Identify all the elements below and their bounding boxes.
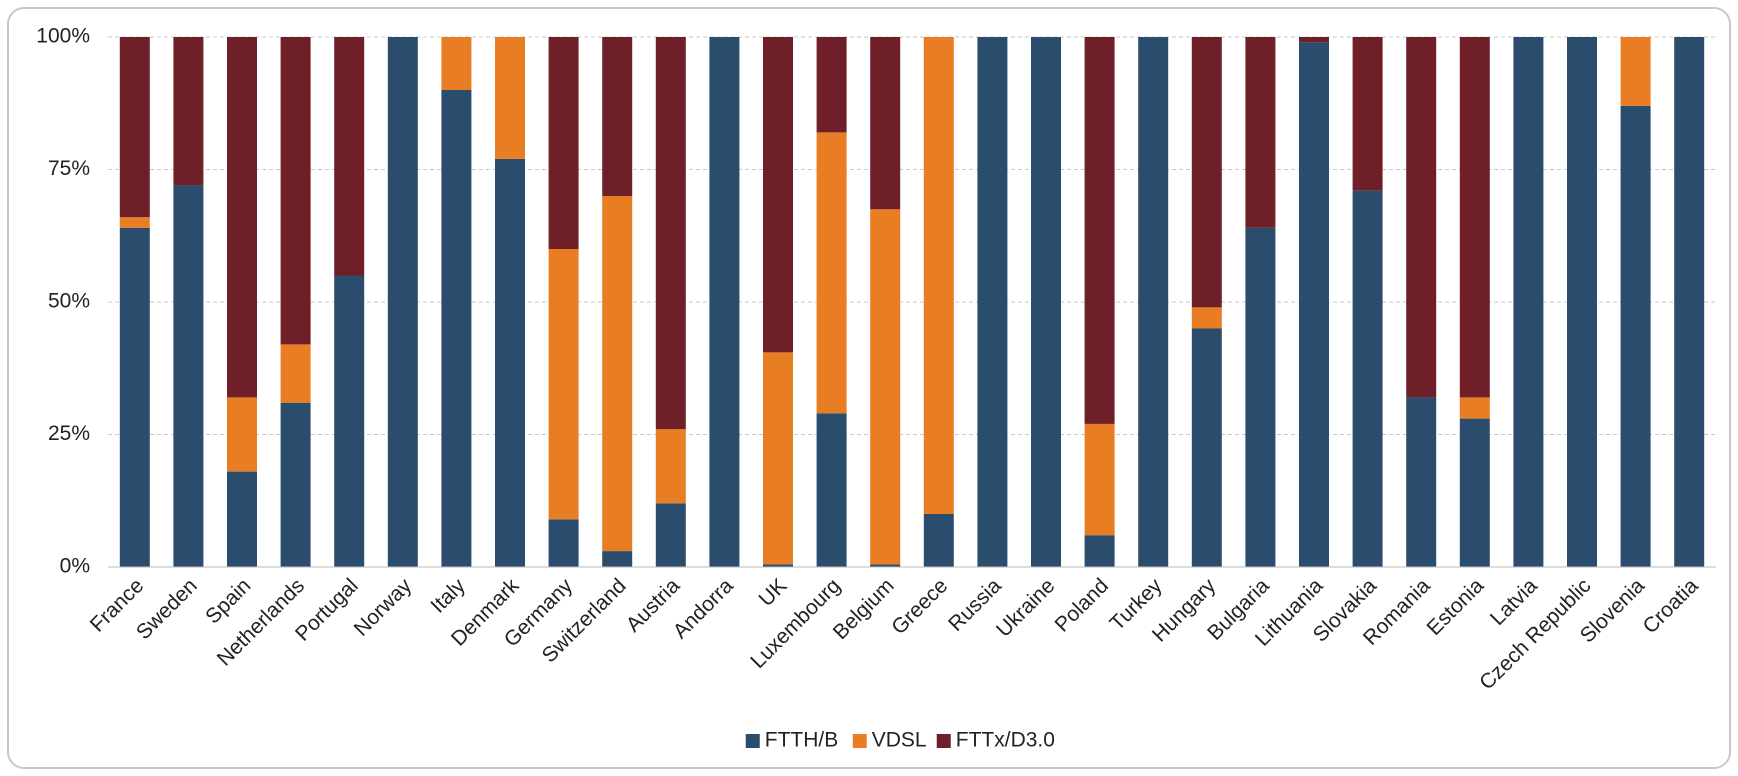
bar-segment	[1620, 37, 1651, 106]
y-tick-label: 100%	[36, 25, 90, 48]
bar-segment	[1352, 190, 1383, 567]
bar-segment	[227, 471, 257, 567]
legend-swatch	[745, 734, 760, 748]
legend-label: VDSL	[872, 729, 927, 752]
bar-segment	[227, 37, 257, 398]
bar-segment	[441, 37, 472, 90]
bar-segment	[655, 503, 686, 567]
bar-segment	[816, 413, 847, 567]
legend-label: FTTx/D3.0	[956, 729, 1055, 752]
bar-segment	[816, 37, 847, 133]
bar-segment	[280, 37, 311, 345]
bar-segment	[1031, 37, 1061, 567]
bar-segment	[1406, 397, 1437, 567]
bar-segment	[977, 37, 1008, 567]
bar-segment	[923, 514, 954, 567]
bar-segment	[495, 158, 525, 567]
bar-segment	[1459, 37, 1490, 398]
bar-segment	[1299, 42, 1329, 568]
y-tick-label: 50%	[48, 290, 90, 313]
bar-segment	[1459, 418, 1490, 567]
bar-segment	[602, 551, 633, 567]
bar-segment	[1191, 37, 1222, 308]
bar-segment	[763, 352, 793, 565]
bar-segment	[280, 344, 311, 403]
bar-segment	[923, 37, 954, 514]
bar-segment	[441, 90, 472, 567]
bar-segment	[1459, 397, 1490, 419]
bar-segment	[334, 37, 365, 276]
legend-label: FTTH/B	[765, 729, 839, 752]
y-tick-label: 25%	[48, 422, 90, 445]
bar-segment	[1084, 37, 1115, 424]
bar-segment	[602, 37, 633, 196]
bar-segment	[548, 37, 579, 249]
bar-segment	[548, 519, 579, 567]
bar-segment	[1084, 535, 1115, 567]
bar-segment	[1138, 37, 1169, 567]
bar-segment	[173, 185, 204, 567]
bar-segment	[1084, 423, 1115, 536]
bar-segment	[1620, 105, 1651, 568]
bar-segment	[334, 275, 365, 567]
y-tick-label: 75%	[48, 157, 90, 180]
bar-segment	[870, 209, 901, 565]
bar-segment	[816, 132, 847, 414]
bar-segment	[870, 37, 901, 210]
bar-segment	[709, 37, 740, 567]
bar-segment	[1299, 37, 1329, 43]
bar-segment	[602, 196, 633, 552]
bar-segment	[548, 249, 579, 520]
bar-segment	[655, 37, 686, 430]
legend-swatch	[936, 734, 951, 748]
y-tick-label: 0%	[60, 555, 90, 578]
bar-segment	[119, 37, 150, 218]
bar-segment	[227, 397, 257, 472]
bar-segment	[387, 37, 418, 567]
bar-segment	[870, 564, 901, 567]
bar-segment	[1191, 328, 1222, 567]
bar-segment	[763, 564, 793, 567]
bar-segment	[1245, 227, 1276, 568]
bar-segment	[1567, 37, 1597, 567]
bar-segment	[173, 37, 204, 186]
bar-segment	[1513, 37, 1544, 567]
bar-segment	[1352, 37, 1383, 191]
bar-segment	[655, 429, 686, 504]
bar-segment	[1191, 307, 1222, 329]
bar-segment	[1406, 37, 1437, 398]
bar-segment	[119, 217, 150, 228]
bar-segment	[1245, 37, 1276, 228]
bar-segment	[280, 402, 311, 567]
bar-segment	[1674, 37, 1705, 567]
bar-segment	[763, 37, 793, 353]
bar-segment	[495, 37, 525, 159]
bar-segment	[119, 227, 150, 568]
legend-swatch	[852, 734, 867, 748]
